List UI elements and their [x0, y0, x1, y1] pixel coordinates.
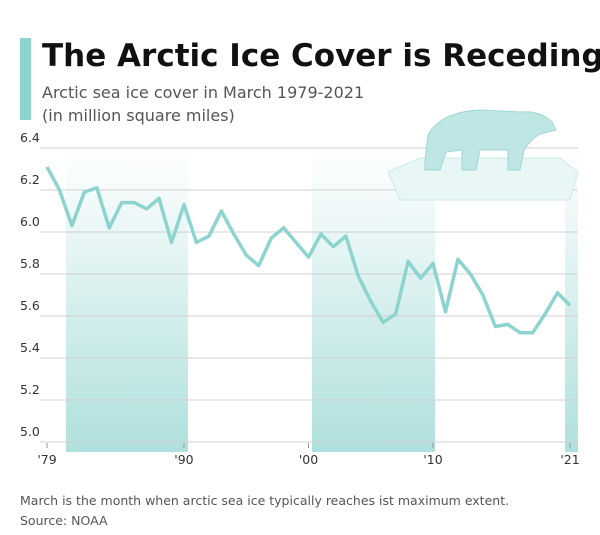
y-tick-label: 5.4 — [20, 340, 40, 355]
ice-bear — [387, 109, 579, 201]
subtitle: (in million square miles) — [42, 106, 235, 125]
subtitle: Arctic sea ice cover in March 1979-2021 — [42, 83, 364, 102]
title-bar — [20, 38, 31, 120]
x-tick-label: '79 — [37, 452, 56, 467]
band — [565, 150, 578, 452]
chart-title: The Arctic Ice Cover is Receding — [42, 38, 600, 74]
y-tick-label: 6.0 — [20, 214, 40, 229]
band — [66, 150, 188, 452]
x-tick-label: '10 — [423, 452, 442, 467]
y-tick-label: 5.6 — [20, 298, 40, 313]
note: March is the month when arctic sea ice t… — [20, 493, 509, 508]
x-tick-label: '21 — [560, 452, 579, 467]
y-tick-label: 5.8 — [20, 256, 40, 271]
y-tick-label: 6.2 — [20, 172, 40, 187]
x-tick-label: '90 — [174, 452, 193, 467]
x-tick-label: '00 — [299, 452, 318, 467]
data-line — [45, 166, 572, 335]
y-tick-label: 5.2 — [20, 382, 40, 397]
y-tick-label: 5.0 — [20, 424, 40, 439]
source: Source: NOAA — [20, 513, 108, 528]
y-tick-label: 6.4 — [20, 130, 40, 145]
